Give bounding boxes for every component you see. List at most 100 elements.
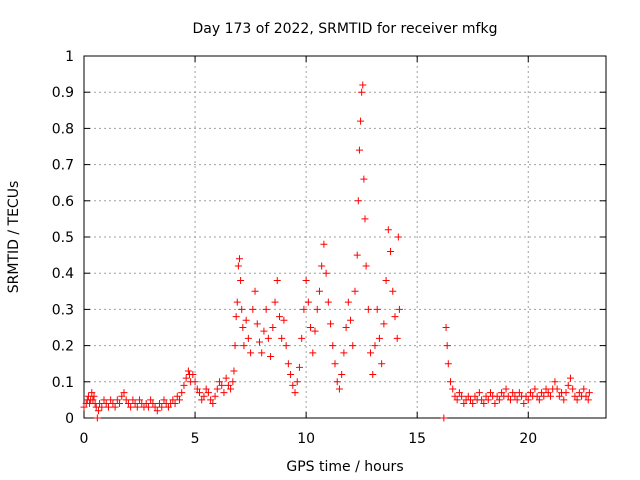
data-point xyxy=(354,197,362,205)
data-point xyxy=(362,262,370,270)
data-point xyxy=(160,396,168,404)
data-point xyxy=(371,342,379,350)
data-point xyxy=(344,298,352,306)
data-point xyxy=(311,327,319,335)
data-point xyxy=(355,146,363,154)
data-point xyxy=(331,360,339,368)
data-point xyxy=(511,392,519,400)
data-point xyxy=(271,298,279,306)
data-point xyxy=(93,414,101,422)
data-point xyxy=(202,385,210,393)
y-axis-label: SRMTID / TECUs xyxy=(6,181,22,294)
data-point xyxy=(442,324,450,331)
data-point xyxy=(240,342,248,350)
data-point xyxy=(218,381,226,389)
data-point xyxy=(142,400,150,408)
data-point xyxy=(520,400,528,408)
data-point xyxy=(156,400,164,408)
data-point xyxy=(378,360,386,368)
data-point xyxy=(284,360,292,368)
data-point xyxy=(269,324,277,331)
y-tick-label: 0 xyxy=(65,411,74,427)
data-point xyxy=(209,400,217,408)
data-point xyxy=(151,403,159,411)
data-point xyxy=(393,334,401,342)
data-point xyxy=(460,400,468,408)
chart-title: Day 173 of 2022, SRMTID for receiver mfk… xyxy=(193,21,498,37)
data-point xyxy=(109,400,117,408)
data-point xyxy=(144,403,152,411)
x-tick-label: 10 xyxy=(297,431,315,447)
data-point xyxy=(200,392,208,400)
data-point xyxy=(255,338,263,346)
data-point xyxy=(213,385,221,393)
data-point xyxy=(564,381,572,389)
data-point xyxy=(237,276,245,284)
data-point xyxy=(502,385,510,393)
data-point xyxy=(129,396,137,404)
data-point xyxy=(469,400,477,408)
data-point xyxy=(553,385,561,393)
data-point xyxy=(96,400,104,408)
data-point xyxy=(359,81,367,89)
data-point xyxy=(573,396,581,404)
data-point xyxy=(387,247,395,255)
y-tick-label: 0.3 xyxy=(52,302,74,318)
data-point xyxy=(264,334,272,342)
data-point xyxy=(382,276,390,284)
data-point xyxy=(171,400,179,408)
y-tick-label: 0.1 xyxy=(52,375,74,391)
data-point xyxy=(147,396,155,404)
data-point xyxy=(178,389,186,397)
data-point xyxy=(251,287,259,295)
data-point xyxy=(533,392,541,400)
data-point xyxy=(89,396,97,404)
data-point xyxy=(116,400,124,408)
y-tick-label: 0.8 xyxy=(52,121,74,137)
data-point xyxy=(278,334,286,342)
data-points xyxy=(80,81,593,422)
data-point xyxy=(484,396,492,404)
data-point xyxy=(360,175,368,183)
data-point xyxy=(229,378,237,386)
data-point xyxy=(544,389,552,397)
data-point xyxy=(133,403,141,411)
data-point xyxy=(318,262,326,270)
data-point xyxy=(224,381,232,389)
plot-frame xyxy=(83,55,607,419)
data-point xyxy=(369,371,377,379)
data-point xyxy=(287,371,295,379)
data-point xyxy=(238,305,246,313)
y-tick-label: 0.4 xyxy=(52,266,74,282)
data-point xyxy=(107,396,115,404)
data-point xyxy=(88,389,96,397)
data-point xyxy=(204,389,212,397)
data-point xyxy=(391,313,399,321)
data-point xyxy=(582,392,590,400)
data-point xyxy=(395,305,403,313)
y-tick-label: 1 xyxy=(65,49,74,65)
data-point xyxy=(298,334,306,342)
y-tick-label: 0.5 xyxy=(52,230,74,246)
data-point xyxy=(509,389,517,397)
x-tick-label: 20 xyxy=(519,431,537,447)
data-point xyxy=(342,324,350,331)
data-point xyxy=(102,400,110,408)
data-point xyxy=(464,392,472,400)
data-point xyxy=(555,392,563,400)
data-point xyxy=(94,407,102,415)
data-point xyxy=(118,392,126,400)
data-point xyxy=(233,298,241,306)
data-point xyxy=(176,396,184,404)
data-point xyxy=(300,305,308,313)
data-point xyxy=(455,389,463,397)
data-point xyxy=(315,287,323,295)
axis-ticks: 00.10.20.30.40.50.60.70.80.910 5 10 15 20 xyxy=(52,49,606,447)
data-point xyxy=(273,276,281,284)
data-point xyxy=(357,117,365,125)
data-point xyxy=(260,327,268,335)
data-point xyxy=(495,396,503,404)
data-point xyxy=(540,392,548,400)
data-point xyxy=(440,414,448,422)
